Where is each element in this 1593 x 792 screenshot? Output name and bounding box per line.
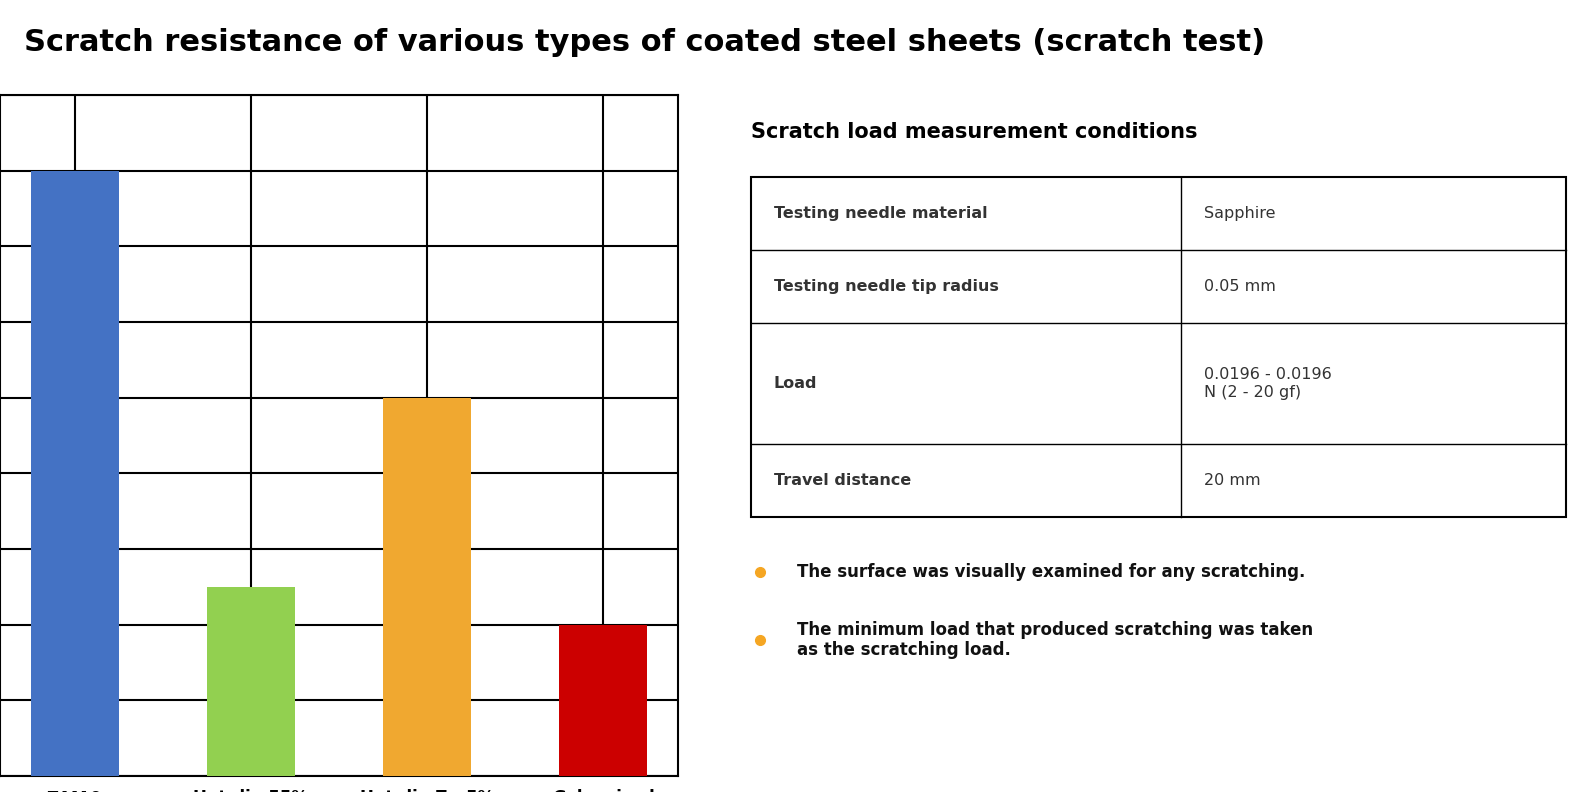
- Text: 0.0196 - 0.0196
N (2 - 20 gf): 0.0196 - 0.0196 N (2 - 20 gf): [1204, 367, 1332, 400]
- Bar: [559, 625, 647, 776]
- Bar: [750, 177, 1566, 517]
- Bar: [30, 171, 119, 776]
- Bar: [382, 398, 472, 776]
- Text: The minimum load that produced scratching was taken
as the scratching load.: The minimum load that produced scratchin…: [796, 621, 1313, 659]
- Text: 0.05 mm: 0.05 mm: [1204, 279, 1276, 294]
- Text: Scratch resistance of various types of coated steel sheets (scratch test): Scratch resistance of various types of c…: [24, 28, 1265, 57]
- Text: Testing needle tip radius: Testing needle tip radius: [774, 279, 999, 294]
- Text: Scratch load measurement conditions: Scratch load measurement conditions: [750, 122, 1198, 143]
- Text: Testing needle material: Testing needle material: [774, 206, 988, 221]
- Text: Sapphire: Sapphire: [1204, 206, 1276, 221]
- Text: Travel distance: Travel distance: [774, 474, 911, 489]
- Text: 20 mm: 20 mm: [1204, 474, 1260, 489]
- Text: Load: Load: [774, 376, 817, 391]
- Bar: [207, 587, 295, 776]
- Text: The surface was visually examined for any scratching.: The surface was visually examined for an…: [796, 563, 1305, 581]
